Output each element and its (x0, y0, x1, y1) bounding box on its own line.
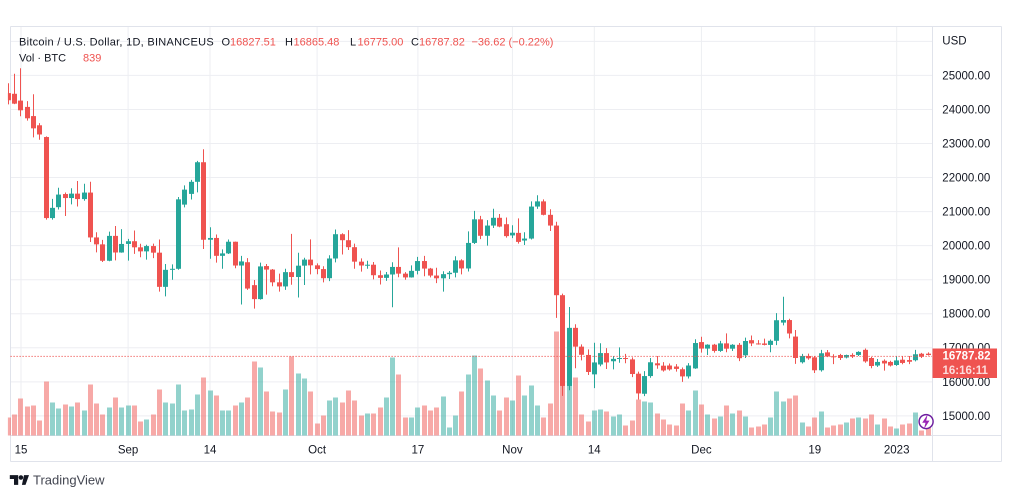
svg-text:839: 839 (83, 53, 101, 65)
svg-text:19: 19 (808, 445, 821, 457)
svg-text:H: H (285, 37, 293, 49)
svg-text:C: C (411, 37, 419, 49)
svg-text:−36.62 (−0.22%): −36.62 (−0.22%) (472, 37, 554, 49)
svg-text:24000.00: 24000.00 (942, 104, 990, 116)
svg-text:16787.82: 16787.82 (419, 37, 465, 49)
svg-text:21000.00: 21000.00 (942, 207, 990, 219)
svg-text:20000.00: 20000.00 (942, 241, 990, 253)
svg-text:Dec: Dec (691, 445, 712, 457)
svg-text:16000.00: 16000.00 (942, 377, 990, 389)
svg-text:16865.48: 16865.48 (294, 37, 340, 49)
svg-text:19000.00: 19000.00 (942, 275, 990, 287)
svg-text:14: 14 (204, 445, 217, 457)
svg-text:23000.00: 23000.00 (942, 138, 990, 150)
svg-text:16787.82: 16787.82 (943, 351, 991, 363)
svg-text:O: O (222, 37, 231, 49)
svg-text:Oct: Oct (308, 445, 327, 457)
svg-text:Vol · BTC: Vol · BTC (19, 53, 66, 65)
svg-text:25000.00: 25000.00 (942, 70, 990, 82)
svg-text:USD: USD (942, 36, 966, 48)
svg-text:Sep: Sep (118, 445, 138, 457)
svg-text:Nov: Nov (502, 445, 523, 457)
svg-text:Bitcoin / U.S. Dollar, 1D, BIN: Bitcoin / U.S. Dollar, 1D, BINANCEUS (19, 37, 214, 49)
svg-text:2023: 2023 (884, 445, 910, 457)
svg-text:14: 14 (588, 445, 601, 457)
svg-text:17: 17 (412, 445, 425, 457)
svg-text:TradingView: TradingView (33, 473, 105, 488)
svg-text:16827.51: 16827.51 (230, 37, 276, 49)
svg-text:16775.00: 16775.00 (358, 37, 404, 49)
svg-text:L: L (350, 37, 356, 49)
svg-text:16:16:11: 16:16:11 (943, 365, 989, 377)
svg-text:15: 15 (15, 445, 28, 457)
svg-text:22000.00: 22000.00 (942, 172, 990, 184)
svg-text:18000.00: 18000.00 (942, 309, 990, 321)
svg-text:15000.00: 15000.00 (942, 411, 990, 423)
